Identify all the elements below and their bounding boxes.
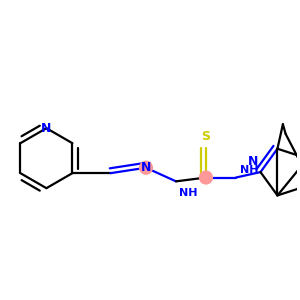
Text: NH: NH xyxy=(179,188,197,198)
Text: NH: NH xyxy=(240,165,258,175)
Text: S: S xyxy=(202,130,211,143)
Text: N: N xyxy=(141,161,151,174)
Text: N: N xyxy=(248,155,258,168)
Circle shape xyxy=(139,160,153,175)
Text: N: N xyxy=(41,122,52,135)
Circle shape xyxy=(199,170,213,184)
